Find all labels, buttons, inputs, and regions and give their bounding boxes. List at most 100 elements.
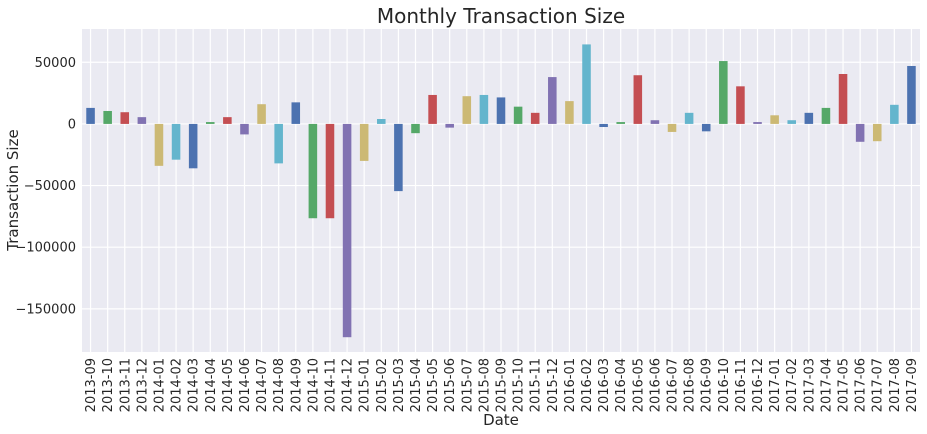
- x-tick-label: 2014-01: [152, 358, 167, 412]
- x-tick-label: 2017-07: [871, 358, 886, 412]
- bar-2017-04: [821, 107, 831, 124]
- x-tick-label: 2016-09: [700, 358, 715, 412]
- bar-2014-03: [188, 123, 198, 169]
- x-tick-label: 2016-08: [683, 358, 698, 412]
- x-axis-ticks: 2013-09 2013-10 2013-11 2013-12 2014-01 2014-…: [84, 358, 920, 412]
- bar-2017-02: [787, 120, 797, 124]
- x-tick-label: 2015-09: [495, 358, 510, 412]
- bar-2016-05: [633, 75, 643, 124]
- x-tick-label: 2016-06: [648, 358, 663, 412]
- bar-2016-09: [701, 123, 711, 132]
- bar-2017-06: [855, 123, 865, 142]
- bar-2015-06: [445, 123, 454, 128]
- bar-2013-12: [137, 117, 147, 124]
- x-tick-label: 2017-05: [837, 358, 852, 412]
- y-axis-label: Transaction Size: [4, 129, 22, 251]
- x-tick-label: 2014-12: [341, 358, 356, 412]
- bar-2014-07: [257, 104, 266, 124]
- x-tick-label: 2014-06: [238, 358, 253, 412]
- x-tick-label: 2016-03: [597, 358, 612, 412]
- bar-2017-05: [838, 73, 848, 124]
- bar-2015-10: [513, 106, 523, 124]
- bar-2015-05: [428, 94, 437, 124]
- chart-title: Monthly Transaction Size: [377, 4, 625, 28]
- bar-2017-03: [804, 112, 814, 124]
- x-tick-label: 2014-02: [170, 358, 185, 412]
- x-tick-label: 2017-06: [854, 358, 869, 412]
- x-tick-label: 2016-04: [614, 358, 629, 412]
- x-tick-label: 2016-10: [717, 358, 732, 412]
- x-tick-label: 2017-04: [819, 358, 834, 412]
- x-tick-label: 2014-05: [221, 358, 236, 412]
- bar-2014-09: [291, 102, 301, 124]
- y-axis-ticks: 50000 0 −50000 −100000 −150000: [15, 56, 76, 318]
- y-tick-label: −150000: [15, 302, 76, 317]
- bar-2015-07: [462, 96, 472, 124]
- x-tick-label: 2013-09: [84, 358, 99, 412]
- bar-2017-01: [770, 115, 779, 124]
- x-tick-label: 2014-07: [255, 358, 270, 412]
- bar-2014-10: [308, 123, 318, 219]
- x-tick-label: 2015-11: [529, 358, 544, 412]
- bar-2016-02: [582, 44, 591, 124]
- bars: [86, 44, 916, 338]
- bar-2016-06: [650, 120, 660, 124]
- bar-2015-02: [377, 118, 386, 124]
- x-tick-label: 2015-08: [477, 358, 492, 412]
- x-tick-label: 2016-07: [666, 358, 681, 412]
- bar-2017-07: [872, 123, 882, 142]
- bar-2015-08: [479, 94, 489, 124]
- x-tick-label: 2016-05: [631, 358, 646, 412]
- y-tick-label: 0: [68, 117, 76, 132]
- bar-2016-08: [684, 112, 694, 124]
- x-tick-label: 2015-01: [358, 358, 373, 412]
- x-tick-label: 2013-12: [135, 358, 150, 412]
- x-tick-label: 2017-03: [802, 358, 817, 412]
- y-tick-label: 50000: [35, 56, 76, 71]
- x-tick-label: 2015-07: [460, 358, 475, 412]
- x-tick-label: 2016-02: [580, 358, 595, 412]
- bar-2014-08: [274, 123, 283, 164]
- x-tick-label: 2013-10: [101, 358, 116, 412]
- x-tick-label: 2014-03: [187, 358, 202, 412]
- x-tick-label: 2014-09: [289, 358, 304, 412]
- x-tick-label: 2014-04: [204, 358, 219, 412]
- bar-2016-10: [719, 61, 728, 124]
- bar-2014-04: [205, 122, 215, 124]
- bar-2014-01: [154, 123, 164, 166]
- x-tick-label: 2016-12: [751, 358, 766, 412]
- x-tick-label: 2017-09: [905, 358, 920, 412]
- x-tick-label: 2015-12: [546, 358, 561, 412]
- bar-2017-08: [890, 104, 899, 124]
- bar-2014-05: [223, 117, 232, 124]
- x-axis-label: Date: [483, 411, 519, 429]
- bar-2016-01: [565, 101, 574, 124]
- x-tick-label: 2013-11: [118, 358, 133, 412]
- x-tick-label: 2015-10: [512, 358, 527, 412]
- x-tick-label: 2014-11: [323, 358, 338, 412]
- bar-2017-09: [907, 65, 916, 124]
- grid-lines: [82, 29, 920, 352]
- bar-2015-11: [530, 112, 540, 124]
- bar-2014-11: [325, 123, 335, 219]
- bar-2013-11: [120, 112, 130, 124]
- bar-2016-03: [599, 123, 608, 128]
- x-tick-label: 2016-01: [563, 358, 578, 412]
- x-tick-label: 2016-11: [734, 358, 749, 412]
- bar-2015-04: [411, 123, 420, 134]
- bar-2016-11: [736, 86, 745, 124]
- x-tick-label: 2015-03: [392, 358, 407, 412]
- bar-2016-04: [616, 122, 625, 124]
- bar-2016-12: [753, 122, 762, 124]
- bar-2015-03: [394, 123, 403, 192]
- bar-2015-01: [359, 123, 369, 161]
- x-tick-label: 2014-08: [272, 358, 287, 412]
- bar-2013-10: [103, 110, 112, 124]
- x-tick-label: 2015-04: [409, 358, 424, 412]
- x-tick-label: 2015-02: [375, 358, 390, 412]
- bar-2014-12: [342, 123, 352, 338]
- x-tick-label: 2015-06: [443, 358, 458, 412]
- bar-2013-09: [86, 107, 95, 124]
- x-tick-label: 2017-01: [768, 358, 783, 412]
